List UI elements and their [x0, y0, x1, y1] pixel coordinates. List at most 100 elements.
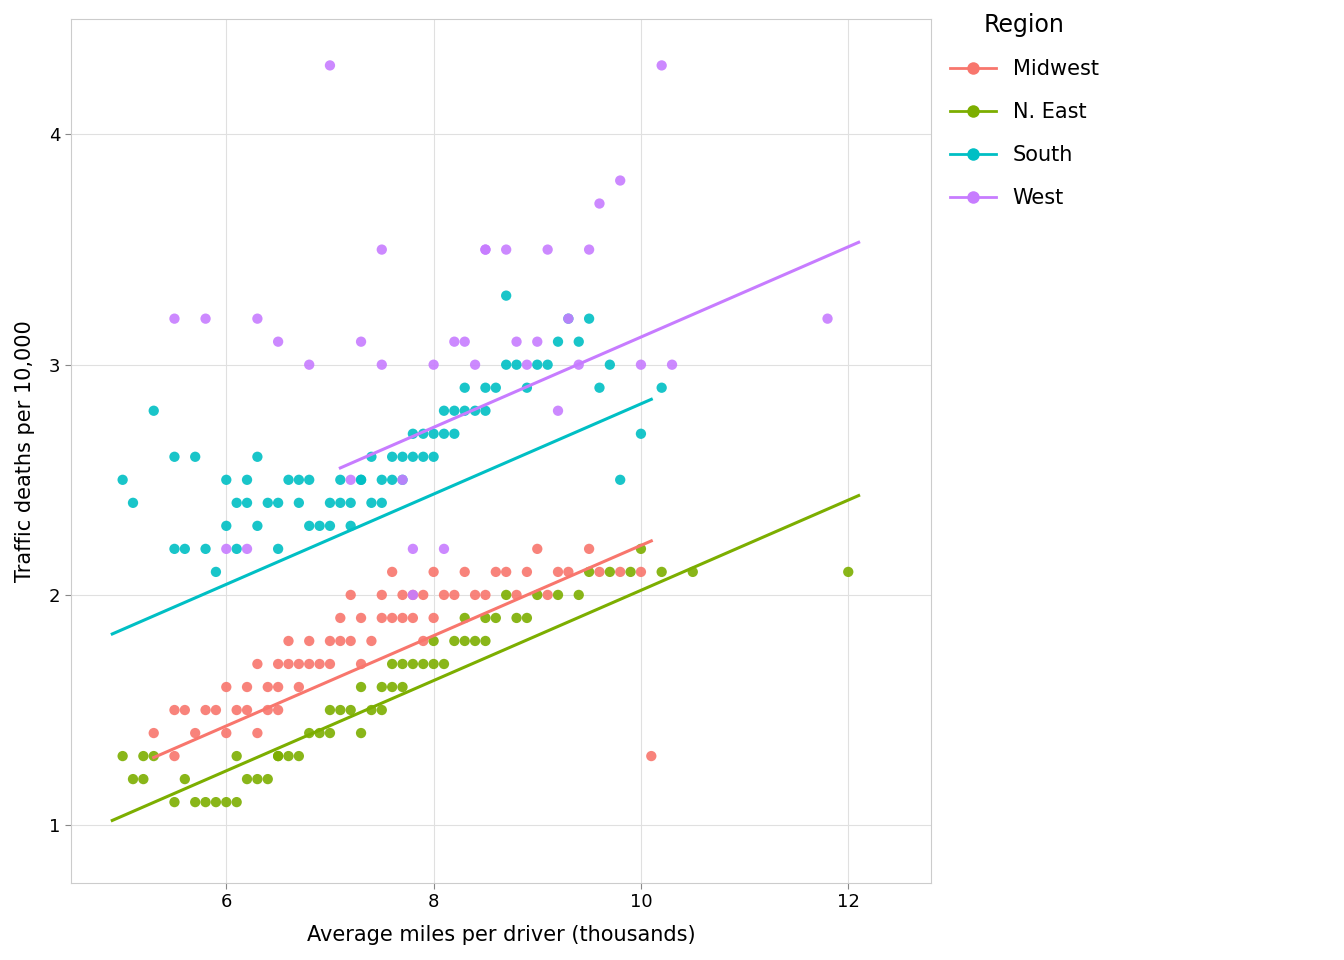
- South: [298, 472, 320, 488]
- South: [226, 495, 247, 511]
- West: [351, 334, 372, 349]
- Midwest: [215, 726, 237, 741]
- Midwest: [589, 564, 610, 580]
- N. East: [433, 657, 454, 672]
- N. East: [320, 726, 341, 741]
- South: [454, 403, 476, 419]
- Midwest: [382, 564, 403, 580]
- South: [206, 564, 227, 580]
- South: [267, 495, 289, 511]
- Midwest: [184, 726, 206, 741]
- N. East: [247, 772, 269, 787]
- N. East: [340, 703, 362, 718]
- South: [599, 357, 621, 372]
- Midwest: [237, 680, 258, 695]
- N. East: [650, 564, 672, 580]
- West: [237, 541, 258, 557]
- N. East: [423, 634, 445, 649]
- South: [247, 449, 269, 465]
- Midwest: [536, 588, 558, 603]
- South: [391, 472, 413, 488]
- Midwest: [226, 703, 247, 718]
- South: [650, 380, 672, 396]
- N. East: [371, 703, 392, 718]
- South: [496, 288, 517, 303]
- N. East: [142, 749, 164, 764]
- South: [175, 541, 196, 557]
- N. East: [226, 795, 247, 810]
- Midwest: [267, 680, 289, 695]
- Legend: Midwest, N. East, South, West: Midwest, N. East, South, West: [950, 12, 1098, 208]
- South: [474, 380, 496, 396]
- Midwest: [402, 611, 423, 626]
- Midwest: [641, 749, 663, 764]
- N. East: [547, 588, 569, 603]
- West: [817, 311, 839, 326]
- N. East: [133, 749, 155, 764]
- South: [329, 495, 351, 511]
- West: [464, 357, 485, 372]
- N. East: [402, 657, 423, 672]
- N. East: [382, 657, 403, 672]
- Midwest: [278, 657, 300, 672]
- West: [340, 472, 362, 488]
- West: [267, 334, 289, 349]
- Midwest: [371, 611, 392, 626]
- South: [371, 495, 392, 511]
- South: [569, 334, 590, 349]
- N. East: [371, 680, 392, 695]
- South: [536, 357, 558, 372]
- South: [340, 495, 362, 511]
- West: [630, 357, 652, 372]
- South: [195, 541, 216, 557]
- West: [650, 58, 672, 73]
- Midwest: [164, 703, 185, 718]
- N. East: [474, 611, 496, 626]
- South: [413, 426, 434, 442]
- Midwest: [267, 657, 289, 672]
- West: [558, 311, 579, 326]
- Midwest: [206, 703, 227, 718]
- N. East: [226, 749, 247, 764]
- Midwest: [340, 588, 362, 603]
- Midwest: [413, 634, 434, 649]
- South: [298, 518, 320, 534]
- West: [496, 242, 517, 257]
- N. East: [681, 564, 703, 580]
- West: [536, 242, 558, 257]
- Midwest: [340, 634, 362, 649]
- Midwest: [329, 634, 351, 649]
- South: [288, 495, 309, 511]
- South: [371, 472, 392, 488]
- Midwest: [175, 703, 196, 718]
- South: [609, 472, 630, 488]
- South: [464, 403, 485, 419]
- West: [589, 196, 610, 211]
- Midwest: [433, 588, 454, 603]
- Midwest: [298, 657, 320, 672]
- West: [547, 403, 569, 419]
- South: [164, 449, 185, 465]
- West: [402, 541, 423, 557]
- N. East: [569, 588, 590, 603]
- South: [184, 449, 206, 465]
- Midwest: [237, 703, 258, 718]
- N. East: [496, 588, 517, 603]
- Midwest: [247, 657, 269, 672]
- N. East: [320, 703, 341, 718]
- Midwest: [360, 634, 382, 649]
- West: [195, 311, 216, 326]
- Midwest: [454, 564, 476, 580]
- South: [496, 357, 517, 372]
- West: [433, 541, 454, 557]
- West: [423, 357, 445, 372]
- South: [558, 311, 579, 326]
- South: [423, 426, 445, 442]
- N. East: [630, 541, 652, 557]
- N. East: [474, 634, 496, 649]
- South: [589, 380, 610, 396]
- N. East: [206, 795, 227, 810]
- Midwest: [527, 541, 548, 557]
- South: [320, 518, 341, 534]
- West: [527, 334, 548, 349]
